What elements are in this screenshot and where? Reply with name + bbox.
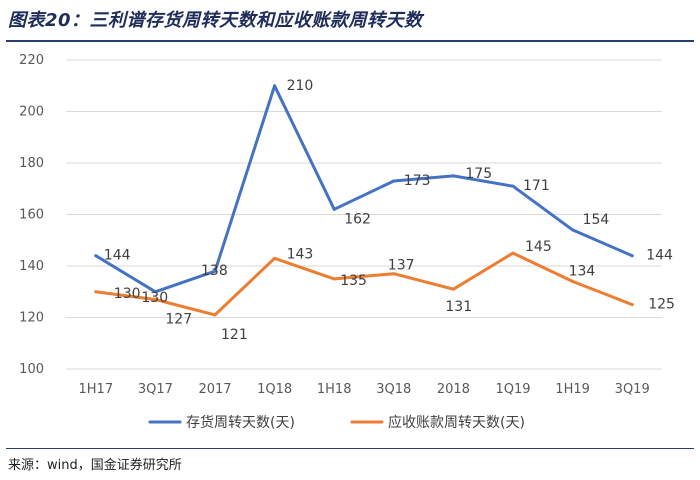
x-tick-label: 1H17 <box>79 382 114 397</box>
data-point <box>153 297 157 301</box>
grid-lines <box>66 59 662 370</box>
x-tick-label: 2017 <box>198 382 231 397</box>
data-label: 134 <box>569 263 596 279</box>
data-point <box>511 184 515 188</box>
chart-title: 图表20：三利谱存货周转天数和应收账款周转天数 <box>8 10 423 31</box>
title-divider <box>6 40 694 42</box>
series-line-0 <box>94 84 634 294</box>
series-lines <box>94 84 634 317</box>
x-tick-label: 3Q18 <box>376 382 411 397</box>
series-line-1 <box>94 251 634 317</box>
data-point <box>273 256 277 260</box>
legend-label-0: 存货周转天数(天) <box>186 414 295 431</box>
y-tick-label: 100 <box>19 362 44 377</box>
x-tick-label: 1Q19 <box>495 382 530 397</box>
y-tick-label: 140 <box>19 259 44 274</box>
data-point <box>511 251 515 255</box>
data-point <box>213 269 217 273</box>
data-label: 175 <box>465 166 492 182</box>
data-point <box>451 174 455 178</box>
footer-divider <box>6 448 694 449</box>
data-point <box>451 287 455 291</box>
data-label: 162 <box>344 211 371 227</box>
data-point <box>332 277 336 281</box>
legend-label-1: 应收账款周转天数(天) <box>388 414 525 431</box>
data-point <box>571 228 575 232</box>
data-label: 173 <box>404 173 431 189</box>
x-tick-label: 3Q17 <box>138 382 173 397</box>
data-label: 127 <box>165 311 192 327</box>
x-tick-label: 1Q18 <box>257 382 292 397</box>
data-point <box>94 290 98 294</box>
data-label: 210 <box>287 78 314 94</box>
data-label: 135 <box>340 273 367 289</box>
data-point <box>273 84 277 88</box>
legend: 存货周转天数(天) 应收账款周转天数(天) <box>148 414 525 431</box>
data-label: 145 <box>525 239 552 255</box>
y-tick-label: 160 <box>19 208 44 223</box>
data-label: 143 <box>287 246 314 262</box>
data-label: 154 <box>583 212 610 228</box>
data-point <box>630 303 634 307</box>
y-tick-label: 200 <box>19 105 44 120</box>
x-tick-label: 3Q19 <box>615 382 650 397</box>
x-axis: 1H17 3Q17 2017 1Q18 1H18 3Q18 2018 1Q19 1H19 3Q19 <box>79 382 650 397</box>
data-point <box>153 290 157 294</box>
data-label: 130 <box>141 290 168 306</box>
data-label: 171 <box>523 178 550 194</box>
data-label: 121 <box>221 327 248 343</box>
x-tick-label: 1H18 <box>317 382 352 397</box>
data-point <box>571 279 575 283</box>
data-label: 144 <box>646 248 673 264</box>
data-point <box>94 254 98 258</box>
data-point <box>392 179 396 183</box>
data-point <box>392 272 396 276</box>
x-tick-label: 2018 <box>437 382 470 397</box>
data-point <box>630 254 634 258</box>
data-label: 130 <box>114 286 141 302</box>
data-label: 144 <box>104 248 131 264</box>
data-label: 125 <box>648 297 675 313</box>
y-axis: 100 120 140 160 180 200 220 <box>19 53 44 377</box>
data-labels: 144 130 138 210 162 173 175 171 154 144 130 127 121 1… <box>104 78 675 343</box>
x-tick-label: 1H19 <box>555 382 590 397</box>
y-tick-label: 180 <box>19 156 44 171</box>
y-tick-label: 120 <box>19 311 44 326</box>
data-point <box>213 313 217 317</box>
y-tick-label: 220 <box>19 53 44 68</box>
data-label: 137 <box>388 258 415 274</box>
data-point <box>332 207 336 211</box>
data-label: 138 <box>201 263 228 279</box>
data-label: 131 <box>445 299 472 315</box>
source-note: 来源：wind，国金证券研究所 <box>8 458 182 473</box>
